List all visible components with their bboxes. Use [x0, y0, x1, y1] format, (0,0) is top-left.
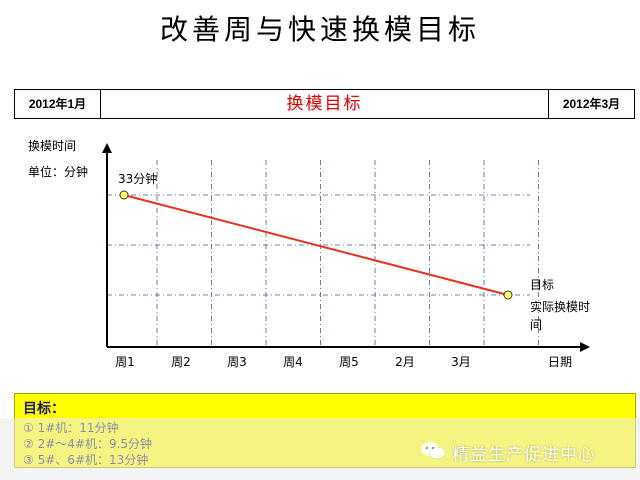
page-title: 改善周与快速换模目标	[159, 13, 480, 46]
actual-time-label-cont: 间	[530, 318, 542, 332]
goals-title: 目标：	[23, 401, 65, 417]
end-point	[503, 290, 513, 300]
x-tick-label: 周5	[339, 355, 359, 369]
watermark-band	[0, 418, 640, 480]
x-tick-label: 周1	[115, 355, 135, 369]
x-tick-label: 2月	[395, 355, 415, 369]
chat-bubble-icon	[421, 442, 446, 460]
chart-axes	[102, 143, 590, 352]
start-point	[119, 190, 129, 200]
trend-line	[123, 194, 509, 296]
x-tick-labels: 周1 周2 周3 周4 周5 2月 3月 日期	[115, 355, 572, 369]
series-line	[119, 190, 513, 300]
watermark-text: 精益生产促进中心	[452, 445, 596, 465]
end-date: 2012年3月	[548, 89, 635, 119]
actual-time-label: 实际换模时	[530, 299, 590, 314]
header-row: 2012年1月 换模目标 2012年3月	[14, 89, 635, 119]
y-axis-label: 换模时间	[28, 139, 77, 153]
x-tick-label: 3月	[451, 355, 471, 369]
chart-grid	[107, 160, 539, 347]
target-label: 目标	[530, 278, 554, 292]
start-value-label: 33分钟	[118, 171, 157, 186]
x-tick-label: 周4	[283, 355, 303, 369]
y-axis-unit: 单位：分钟	[28, 165, 89, 179]
x-axis-arrow	[580, 342, 590, 352]
x-tick-label: 周2	[171, 355, 191, 369]
x-tick-label: 周3	[227, 355, 247, 369]
y-axis-arrow	[102, 143, 112, 153]
x-axis-label: 日期	[548, 355, 572, 369]
